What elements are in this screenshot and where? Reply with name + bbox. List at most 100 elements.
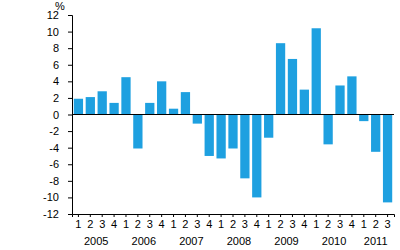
y-tick: -8 <box>49 175 72 187</box>
x-tick-label: 2 <box>230 218 236 230</box>
x-tick-mark <box>292 214 293 217</box>
bar <box>312 28 321 114</box>
y-axis: -12-10-8-6-4-2024681012 <box>43 9 72 220</box>
y-tick: 8 <box>53 42 72 54</box>
x-tick-label: 2 <box>278 218 284 230</box>
x-tick: 3 <box>289 214 295 230</box>
x-tick-label: 4 <box>206 218 212 230</box>
x-tick-mark <box>304 214 305 217</box>
y-tick-mark <box>68 98 72 99</box>
year-label: 2006 <box>132 235 156 247</box>
x-tick: 1 <box>266 214 272 230</box>
x-tick: 2 <box>135 214 141 230</box>
x-tick-label: 2 <box>135 218 141 230</box>
year-label: 2009 <box>274 235 298 247</box>
x-tick: 2 <box>278 214 284 230</box>
bar <box>264 115 273 138</box>
x-tick-label: 4 <box>111 218 117 230</box>
x-tick-mark <box>316 214 317 217</box>
x-tick-mark <box>328 214 329 217</box>
x-tick-mark <box>387 214 388 217</box>
year-label: 2011 <box>364 235 388 247</box>
x-tick-label: 1 <box>313 218 319 230</box>
x-tick: 3 <box>242 214 248 230</box>
x-tick: 4 <box>301 214 307 230</box>
x-tick-label: 4 <box>159 218 165 230</box>
bar <box>86 97 95 114</box>
bar <box>121 77 130 114</box>
y-tick-label: -12 <box>43 208 59 220</box>
bar <box>383 115 392 203</box>
y-tick-mark <box>68 148 72 149</box>
x-tick: 3 <box>194 214 200 230</box>
x-tick-label: 2 <box>182 218 188 230</box>
x-tick-mark <box>233 214 234 217</box>
x-tick-label: 1 <box>123 218 129 230</box>
y-tick-label: 2 <box>53 92 59 104</box>
y-tick-mark <box>68 164 72 165</box>
x-tick-label: 1 <box>361 218 367 230</box>
year-label: 2005 <box>84 235 108 247</box>
x-tick-mark <box>375 214 376 217</box>
x-tick: 4 <box>159 214 165 230</box>
x-tick: 1 <box>75 214 81 230</box>
bar <box>228 115 237 149</box>
x-tick-mark <box>114 214 115 217</box>
bar <box>323 115 332 145</box>
year-label: 2007 <box>179 235 203 247</box>
x-tick: 1 <box>361 214 367 230</box>
x-tick-label: 2 <box>87 218 93 230</box>
bar <box>193 115 202 124</box>
y-tick: -4 <box>49 142 72 154</box>
x-tick-mark <box>161 214 162 217</box>
y-tick-mark <box>68 32 72 33</box>
x-tick-label: 1 <box>218 218 224 230</box>
y-tick: 10 <box>47 26 72 38</box>
x-tick: 2 <box>373 214 379 230</box>
x-tick-label: 4 <box>301 218 307 230</box>
bar <box>145 103 154 115</box>
bar <box>300 90 309 115</box>
y-tick-label: 10 <box>47 26 59 38</box>
y-tick-mark <box>68 214 72 215</box>
bar <box>74 99 83 115</box>
x-tick: 4 <box>111 214 117 230</box>
x-tick-mark <box>149 214 150 217</box>
bar <box>205 115 214 156</box>
y-tick-label: -10 <box>43 191 59 203</box>
bar <box>98 91 107 114</box>
bar <box>335 85 344 114</box>
x-tick-mark <box>102 214 103 217</box>
y-tick-mark <box>68 197 72 198</box>
y-tick-label: 0 <box>53 109 59 121</box>
x-axis-line <box>73 215 395 218</box>
x-tick: 1 <box>123 214 129 230</box>
x-tick-mark <box>90 214 91 217</box>
year-labels: 2005200620072008200920102011 <box>84 235 388 247</box>
y-tick-mark <box>68 48 72 49</box>
y-tick-label: -2 <box>49 125 59 137</box>
x-tick-mark <box>268 214 269 217</box>
chart: -12-10-8-6-4-202468101212341234123412341… <box>0 0 400 250</box>
x-tick-mark <box>221 214 222 217</box>
bar <box>216 115 225 159</box>
bar <box>157 81 166 114</box>
y-tick: -6 <box>49 158 72 170</box>
x-tick-mark <box>173 214 174 217</box>
bar <box>181 92 190 114</box>
x-tick: 2 <box>182 214 188 230</box>
y-tick-label: 6 <box>53 59 59 71</box>
year-label: 2010 <box>322 235 346 247</box>
bar <box>109 103 118 115</box>
x-tick: 1 <box>313 214 319 230</box>
y-tick-mark <box>68 81 72 82</box>
y-tick-mark <box>68 131 72 132</box>
x-tick-mark <box>351 214 352 217</box>
y-tick-label: -8 <box>49 175 59 187</box>
x-tick-label: 3 <box>242 218 248 230</box>
y-tick-mark <box>68 181 72 182</box>
x-tick-mark <box>256 214 257 217</box>
x-tick: 1 <box>170 214 176 230</box>
y-tick-mark <box>68 15 72 16</box>
x-tick-mark <box>185 214 186 217</box>
